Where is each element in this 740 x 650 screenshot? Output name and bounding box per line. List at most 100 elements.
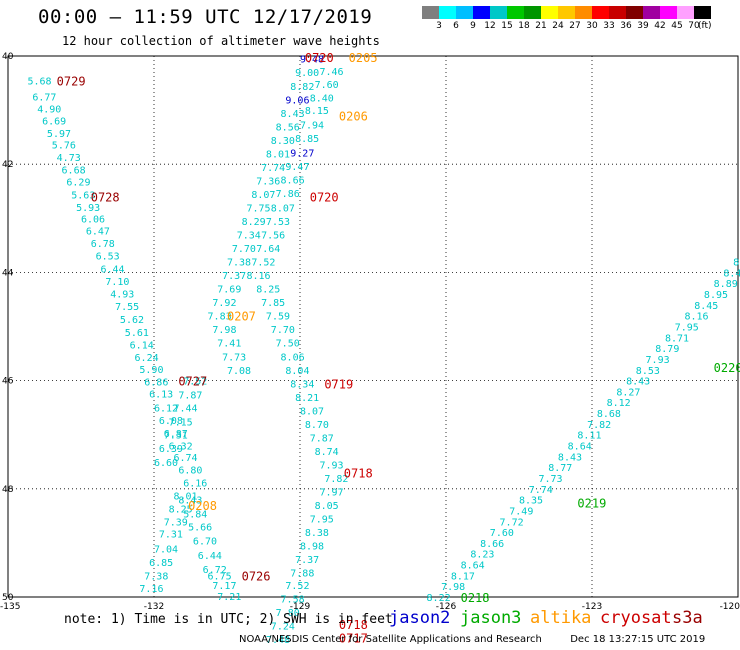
swh-value: 6.60 bbox=[154, 458, 178, 469]
swh-value: 9.00 bbox=[295, 68, 319, 79]
lat-label: 48 bbox=[2, 485, 14, 495]
swh-value: 9.27 bbox=[290, 148, 314, 159]
swh-value: 7.98 bbox=[212, 325, 236, 336]
swh-value: 8.45 bbox=[694, 301, 718, 312]
colorbar-tick: 42 bbox=[654, 21, 666, 31]
swh-value: 6.47 bbox=[86, 227, 110, 238]
pass-time-label: 0208 bbox=[188, 499, 217, 513]
swh-value: 7.74 bbox=[529, 485, 553, 496]
swh-value: 7.36 bbox=[256, 176, 280, 187]
lat-label: 46 bbox=[2, 377, 14, 387]
pass-time-label: 0205 bbox=[349, 51, 378, 65]
swh-value: 6.78 bbox=[91, 239, 115, 250]
swh-value: 8.25 bbox=[169, 504, 193, 515]
swh-value: 8.98 bbox=[300, 542, 324, 553]
lon-label: -129 bbox=[290, 602, 311, 612]
swh-value: 7.98 bbox=[441, 582, 465, 593]
swh-value: 6.29 bbox=[66, 178, 90, 189]
swh-value: 7.10 bbox=[105, 277, 129, 288]
swh-value: 8.79 bbox=[655, 344, 679, 355]
swh-value: 7.93 bbox=[319, 460, 343, 471]
colorbar-swatch bbox=[609, 6, 626, 19]
swh-value: 8.11 bbox=[577, 431, 601, 442]
pass-time-label: 0720 bbox=[305, 51, 334, 65]
map-frame bbox=[7, 55, 739, 598]
legend-s3a: s3a bbox=[672, 608, 703, 628]
swh-value: 8.89 bbox=[714, 279, 738, 290]
swh-value: 7.87 bbox=[310, 433, 334, 444]
footer-center: NOAA/NESDIS Center for Satellite Applica… bbox=[239, 634, 542, 645]
swh-value: 7.31 bbox=[159, 530, 183, 541]
colorbar-tick: 15 bbox=[501, 21, 513, 31]
swh-value: 7.97 bbox=[319, 488, 343, 499]
swh-value: 6.77 bbox=[32, 93, 56, 104]
pass-time-label: 0719 bbox=[324, 377, 353, 391]
swh-value: 7.37 bbox=[222, 271, 246, 282]
pass-time-label: 0219 bbox=[577, 496, 606, 510]
lon-label: -120 bbox=[720, 602, 740, 612]
swh-value: 8.16 bbox=[246, 271, 270, 282]
swh-value: 8.74 bbox=[315, 447, 339, 458]
swh-value: 9.47 bbox=[285, 162, 309, 173]
swh-value: 5.93 bbox=[76, 203, 100, 214]
swh-value: 7.92 bbox=[212, 298, 236, 309]
swh-value: 7.94 bbox=[300, 121, 324, 132]
swh-value: 7.55 bbox=[115, 302, 139, 313]
swh-value: 7.21 bbox=[217, 592, 241, 603]
swh-value: 6.39 bbox=[159, 444, 183, 455]
swh-value: 6.24 bbox=[135, 353, 159, 364]
swh-value: 5.76 bbox=[52, 141, 76, 152]
page-title: 00:00 – 11:59 UTC 12/17/2019 bbox=[38, 6, 373, 28]
swh-value: 7.38 bbox=[144, 571, 168, 582]
page-subtitle: 12 hour collection of altimeter wave hei… bbox=[62, 34, 380, 48]
swh-value: 5.66 bbox=[188, 523, 212, 534]
swh-value: 6.74 bbox=[173, 453, 197, 464]
lat-label: 42 bbox=[2, 160, 13, 170]
swh-value: 4.73 bbox=[57, 153, 81, 164]
swh-value: 8.43 bbox=[558, 452, 582, 463]
swh-value: 8.07 bbox=[251, 190, 275, 201]
colorbar-tick: 12 bbox=[484, 21, 496, 31]
colorbar-tick: 70 bbox=[688, 21, 700, 31]
swh-value: 7.24 bbox=[271, 622, 295, 633]
swh-value: 8.77 bbox=[548, 463, 572, 474]
swh-value: 6.32 bbox=[169, 442, 193, 453]
swh-value: 8.06 bbox=[281, 352, 305, 363]
swh-value: 7.37 bbox=[295, 555, 319, 566]
swh-value: 5.62 bbox=[120, 315, 144, 326]
colorbar-tick: 45 bbox=[671, 21, 683, 31]
swh-value: 6.70 bbox=[193, 537, 217, 548]
pass-time-label: 0206 bbox=[339, 110, 368, 124]
swh-value: 7.52 bbox=[183, 377, 207, 388]
swh-value: 7.39 bbox=[164, 517, 188, 528]
swh-value: 7.17 bbox=[212, 581, 236, 592]
note-text: note: 1) Time is in UTC; 2) SWH is in fe… bbox=[64, 612, 393, 627]
colorbar-tick: 21 bbox=[535, 21, 547, 31]
swh-value: 8.34 bbox=[290, 379, 314, 390]
swh-value: 7.52 bbox=[251, 258, 275, 269]
swh-value: 5.68 bbox=[27, 76, 51, 87]
swh-value: 7.87 bbox=[178, 391, 202, 402]
swh-value: 8.43 bbox=[626, 377, 650, 388]
swh-value: 6.12 bbox=[154, 404, 178, 415]
pass-time-label: 0726 bbox=[242, 569, 271, 583]
pass-time-label: 0218 bbox=[461, 591, 490, 605]
swh-value: 7.88 bbox=[290, 569, 314, 580]
swh-value: 7.53 bbox=[266, 217, 290, 228]
colorbar-tick: 39 bbox=[637, 21, 649, 31]
swh-value: 6.75 bbox=[208, 571, 232, 582]
swh-value: 7.73 bbox=[222, 352, 246, 363]
swh-value: 7.56 bbox=[261, 231, 285, 242]
swh-value: 8.56 bbox=[276, 122, 300, 133]
lon-label: -135 bbox=[0, 602, 20, 612]
pass-time-label: 0207 bbox=[227, 310, 256, 324]
swh-value: 8.30 bbox=[271, 136, 295, 147]
swh-value: 8.29 bbox=[242, 217, 266, 228]
footer: NOAA/NESDIS Center for Satellite Applica… bbox=[239, 634, 705, 645]
swh-value: 8.15 bbox=[305, 106, 329, 117]
swh-value: 8.43 bbox=[178, 496, 202, 507]
swh-value: 6.80 bbox=[178, 465, 202, 476]
swh-value: 6.72 bbox=[203, 565, 227, 576]
colorbar-tick: 3 bbox=[436, 21, 442, 31]
